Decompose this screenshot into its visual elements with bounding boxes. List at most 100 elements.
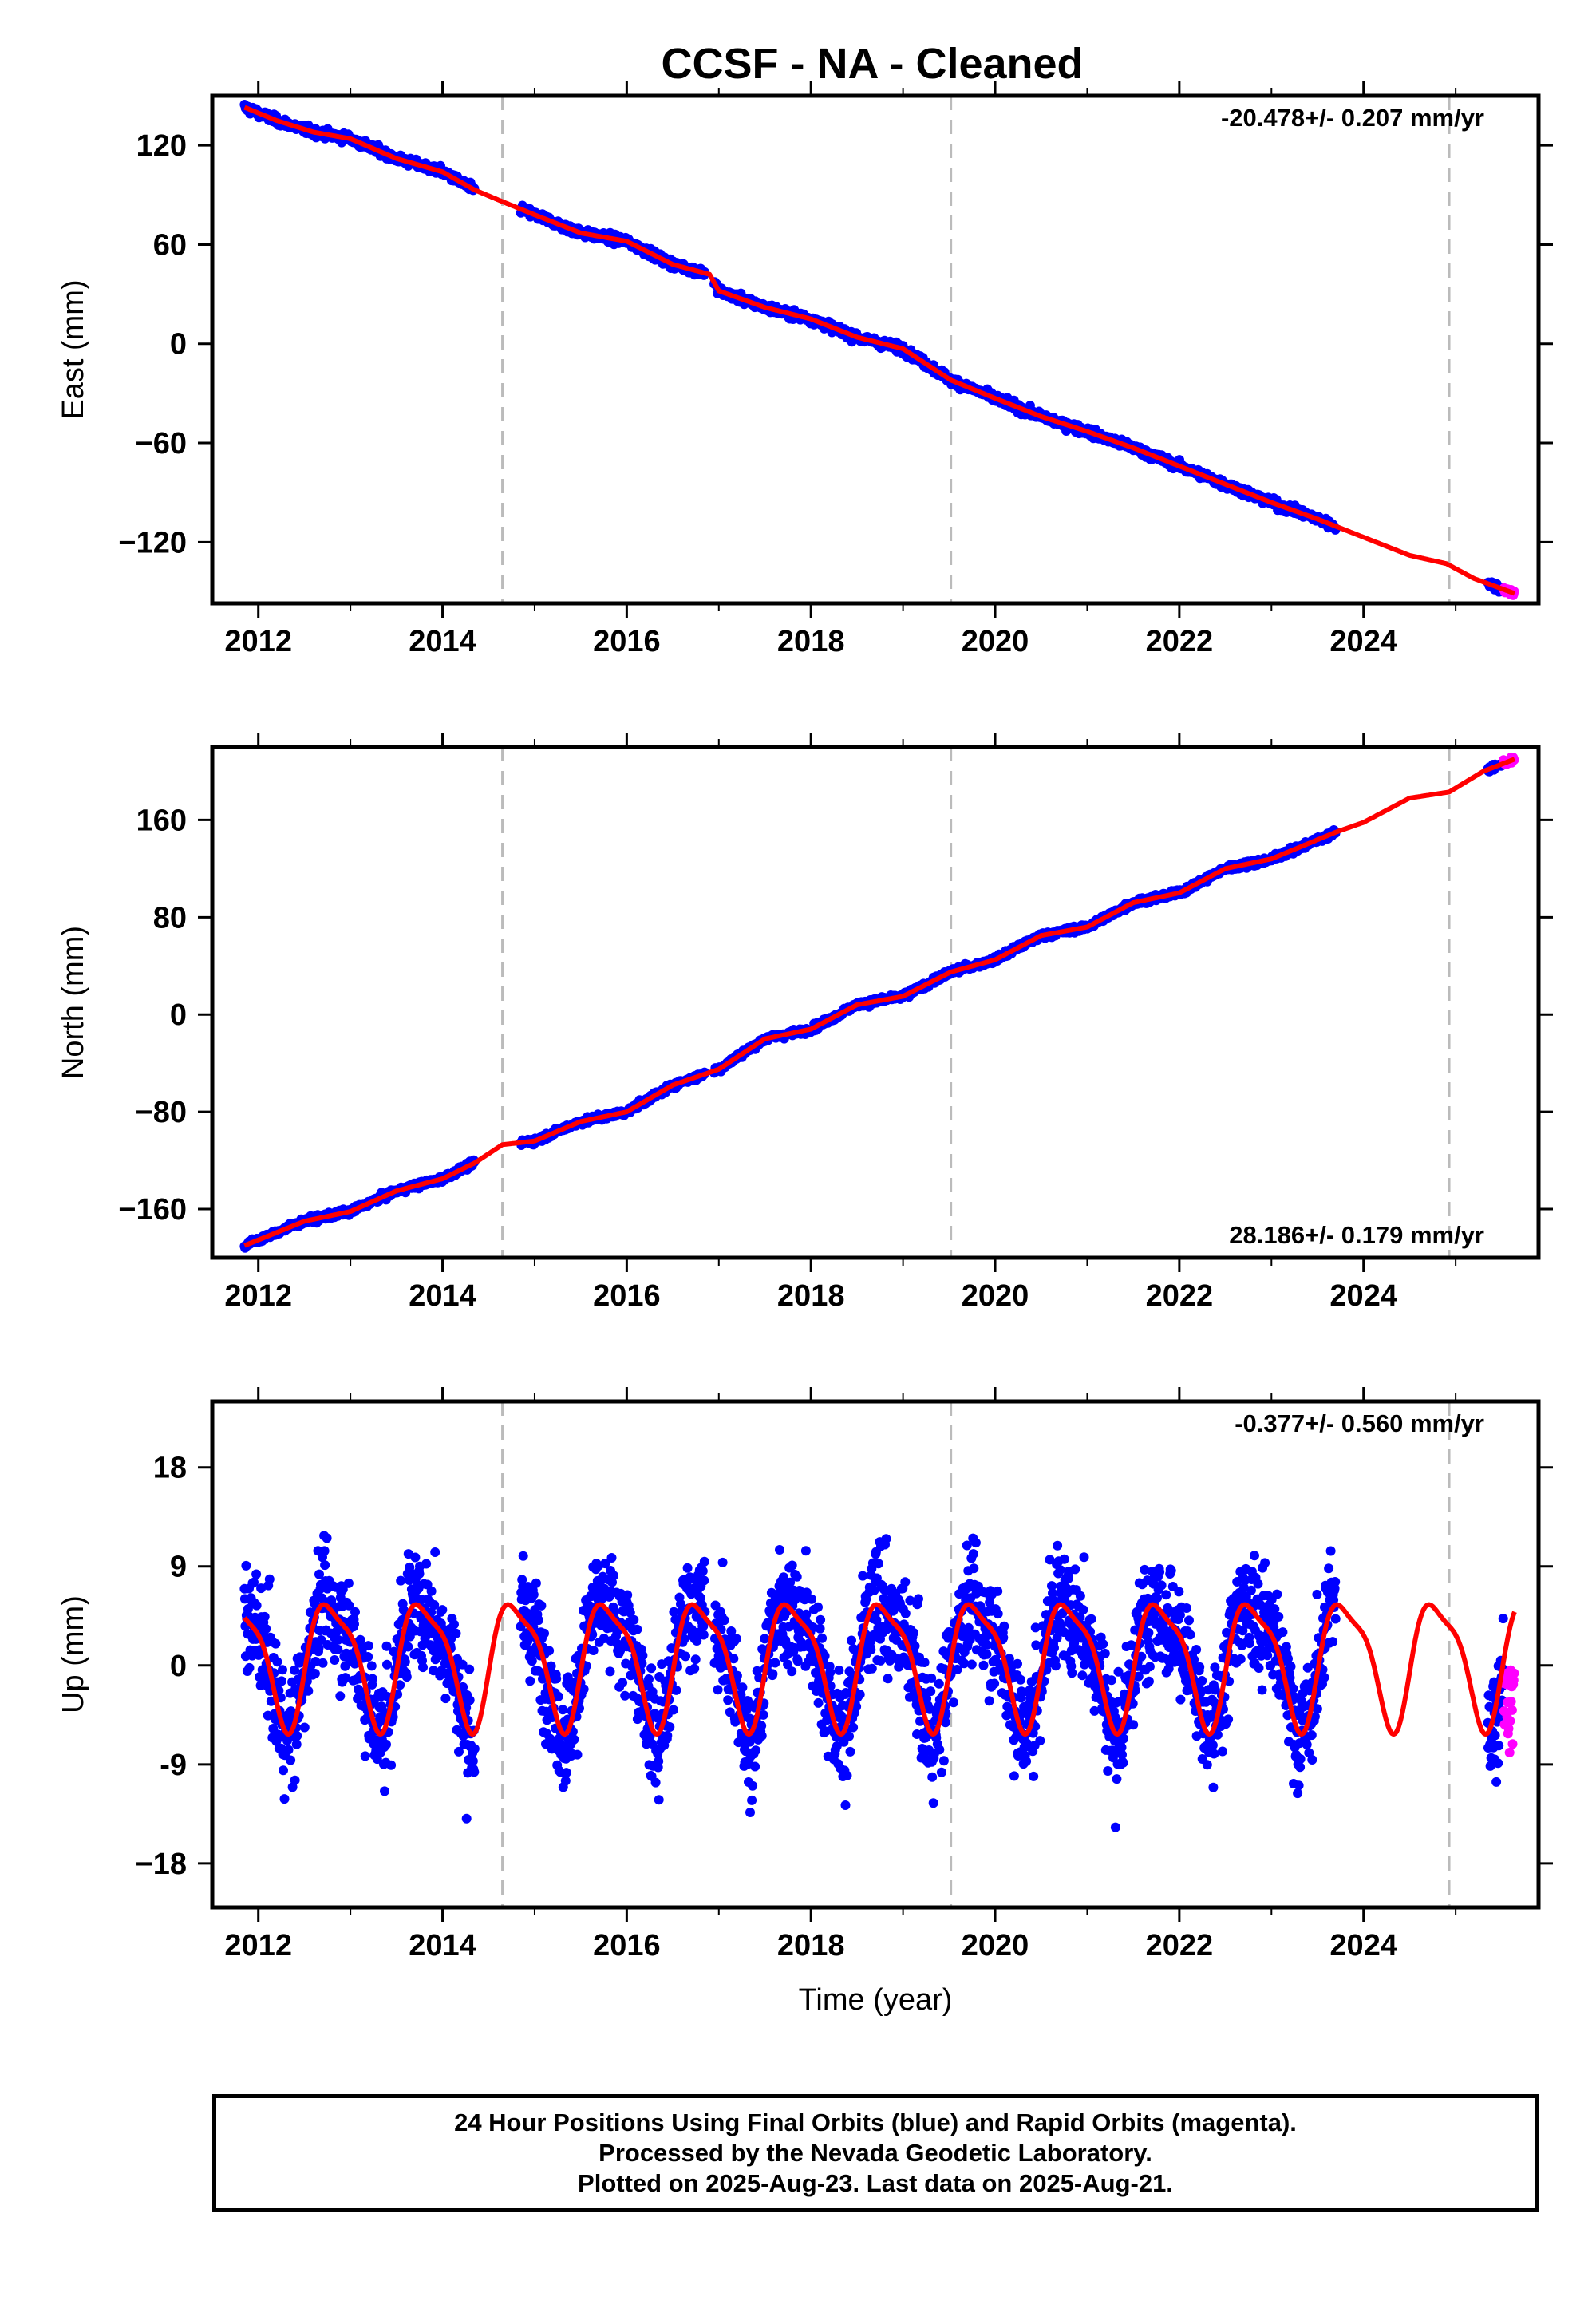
final-orbit-point [668, 1705, 678, 1715]
y-tick-label: −60 [136, 427, 187, 460]
final-orbit-point [429, 1600, 440, 1610]
final-orbit-point [418, 1662, 428, 1673]
y-tick-label: 18 [153, 1452, 187, 1485]
final-orbit-point [430, 1547, 440, 1557]
final-orbit-point [333, 1644, 343, 1654]
final-orbit-point [464, 1695, 475, 1705]
final-orbit-point [320, 1560, 330, 1571]
x-tick-label: 2018 [777, 1929, 845, 1962]
final-orbit-point [251, 1569, 262, 1579]
final-orbit-point [618, 1678, 628, 1688]
final-orbit-point [366, 1661, 377, 1671]
final-orbit-point [665, 1722, 675, 1732]
x-tick-label: 2014 [409, 625, 476, 658]
final-orbit-point [380, 1786, 389, 1796]
x-tick-label: 2012 [224, 625, 292, 658]
y-tick-label: 120 [136, 129, 187, 163]
y-axis-label: Up (mm) [57, 1595, 90, 1713]
final-orbit-point [650, 1777, 661, 1788]
x-tick-label: 2024 [1329, 625, 1397, 658]
x-tick-label: 2018 [777, 1279, 845, 1313]
final-orbit-point [350, 1607, 360, 1617]
final-orbit-point [572, 1749, 583, 1760]
final-orbit-point [421, 1559, 432, 1569]
final-orbit-point [322, 1533, 332, 1543]
final-orbit-point [272, 1657, 282, 1667]
rate-label: 28.186+/- 0.179 mm/yr [1229, 1221, 1484, 1249]
y-tick-label: −18 [136, 1848, 187, 1881]
final-orbit-point [527, 1656, 537, 1666]
final-orbit-point [360, 1751, 370, 1761]
final-orbit-point [279, 1794, 290, 1804]
final-orbit-point [363, 1652, 373, 1662]
final-orbit-point [278, 1665, 287, 1675]
final-orbit-point [632, 1624, 642, 1634]
final-orbit-point [244, 1662, 255, 1673]
final-orbit-point [279, 1765, 288, 1776]
final-orbit-point [318, 1658, 328, 1668]
final-orbit-point [259, 1611, 270, 1622]
final-orbit-point [330, 1655, 340, 1665]
final-orbit-point [464, 1664, 475, 1674]
final-orbit-point [400, 1657, 410, 1667]
x-tick-label: 2012 [224, 1929, 292, 1962]
final-orbit-point [544, 1646, 555, 1656]
final-orbit-point [396, 1575, 406, 1586]
final-orbit-point [363, 1641, 373, 1651]
x-tick-label: 2012 [224, 1279, 292, 1313]
final-orbit-point [644, 1674, 654, 1684]
y-tick-label: −80 [136, 1096, 187, 1129]
x-tick-label: 2014 [409, 1279, 476, 1313]
final-orbit-point [335, 1691, 346, 1701]
final-orbit-point [451, 1628, 461, 1638]
east-panel: 2012 2014 2016 2018 2020 2022 2024120600−60−12… [57, 81, 1553, 658]
final-orbit-point [558, 1705, 568, 1715]
final-orbit-point [276, 1676, 286, 1686]
final-orbit-point [629, 1614, 639, 1625]
final-orbit-point [671, 1685, 681, 1695]
y-tick-label: 60 [153, 228, 187, 262]
final-orbit-point [469, 1744, 480, 1754]
final-orbit-point [469, 1767, 480, 1777]
final-orbit-point [561, 1768, 571, 1778]
final-orbit-point [560, 1776, 571, 1786]
final-orbit-point [609, 1571, 618, 1581]
x-tick-label: 2022 [1146, 1279, 1214, 1313]
final-orbit-point [569, 1734, 579, 1745]
y-tick-label: 80 [153, 901, 187, 935]
chart-title: CCSF - NA - Cleaned [661, 40, 1083, 88]
final-orbit-point [264, 1574, 275, 1584]
final-orbit-point [533, 1615, 543, 1626]
x-tick-label: 2024 [1329, 1929, 1397, 1962]
x-tick-label: 2018 [777, 625, 845, 658]
final-orbit-point [426, 1586, 437, 1596]
final-orbit-point [271, 1638, 281, 1649]
final-orbit-point [282, 1736, 292, 1745]
final-orbit-point [588, 1646, 598, 1655]
final-orbit-point [682, 1563, 693, 1573]
final-orbit-point [350, 1619, 359, 1630]
x-tick-label: 2020 [962, 1929, 1029, 1962]
final-orbit-point [638, 1650, 648, 1661]
final-orbit-point [386, 1760, 397, 1770]
up-panel: 2012 2014 2016 2018 2020 2022 20241890-9−18Up … [57, 1387, 1553, 1962]
final-orbit-point [401, 1672, 412, 1682]
north-panel: 2012 2014 2016 2018 2020 2022 2024160800−80−16… [57, 733, 1553, 1313]
final-orbit-point [343, 1578, 354, 1588]
rate-label: -20.478+/- 0.207 mm/yr [1221, 104, 1484, 132]
final-orbit-point [292, 1731, 302, 1741]
final-orbit-point [440, 1694, 451, 1704]
x-tick-label: 2022 [1146, 1929, 1214, 1962]
final-orbit-point [251, 1600, 262, 1611]
final-orbit-point [303, 1686, 314, 1696]
final-orbit-point [291, 1739, 302, 1749]
final-orbit-point [437, 1605, 448, 1615]
final-orbit-point [449, 1619, 459, 1630]
final-orbit-point [654, 1756, 664, 1766]
final-orbit-point [662, 1730, 673, 1741]
final-orbit-point [536, 1600, 547, 1611]
final-orbit-point [261, 1624, 271, 1634]
y-tick-label: 160 [136, 804, 187, 837]
x-tick-label: 2016 [593, 1279, 661, 1313]
